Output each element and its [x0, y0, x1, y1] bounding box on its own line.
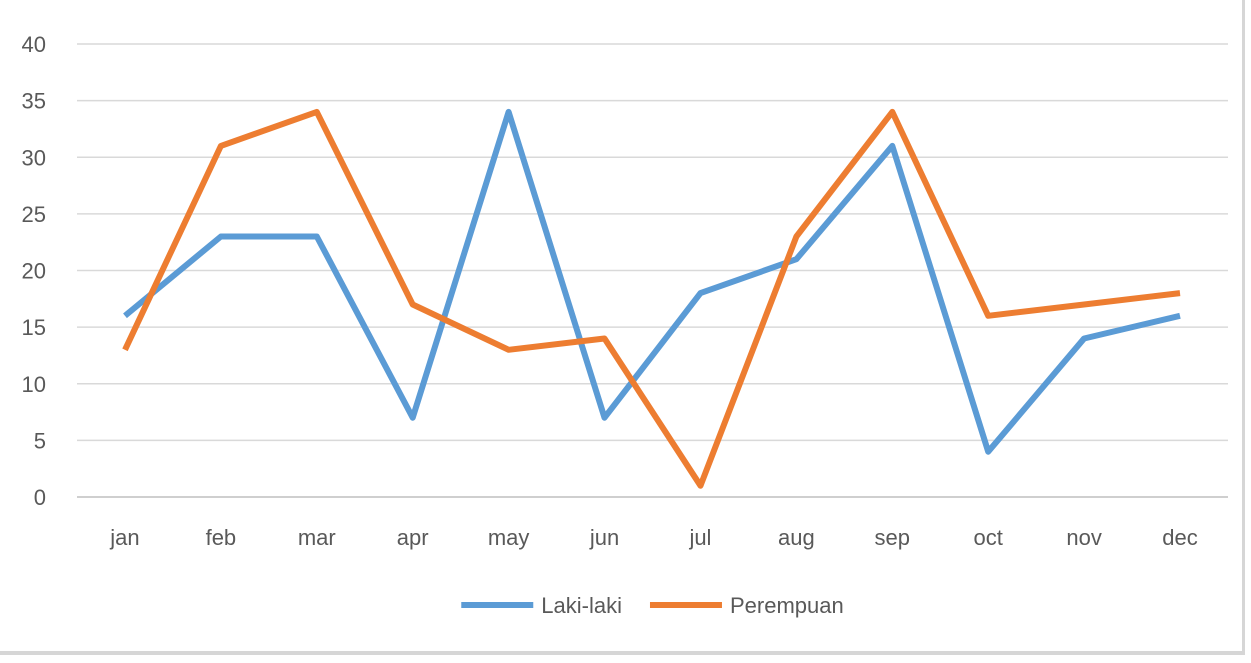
x-tick-label: mar — [298, 525, 336, 550]
x-axis-ticks: jan feb mar apr may jun jul aug sep oct nov dec — [109, 525, 1198, 550]
x-tick-label: jul — [688, 525, 711, 550]
y-tick-label: 30 — [22, 145, 46, 170]
x-tick-label: jun — [589, 525, 619, 550]
legend-label: Perempuan — [730, 593, 844, 618]
y-tick-label: 20 — [22, 259, 46, 284]
y-tick-label: 5 — [34, 428, 46, 453]
x-tick-label: sep — [875, 525, 910, 550]
legend: Laki-laki Perempuan — [461, 593, 844, 618]
y-tick-label: 25 — [22, 202, 46, 227]
y-tick-label: 35 — [22, 89, 46, 114]
y-tick-label: 10 — [22, 372, 46, 397]
legend-label: Laki-laki — [541, 593, 622, 618]
y-tick-label: 40 — [22, 32, 46, 57]
x-tick-label: oct — [974, 525, 1003, 550]
grid-lines — [77, 43, 1228, 498]
legend-item: Perempuan — [649, 593, 844, 618]
x-tick-label: feb — [206, 525, 237, 550]
x-tick-label: may — [488, 525, 530, 550]
y-axis-ticks: 0 5 10 15 20 25 30 35 40 — [22, 32, 46, 510]
series-line-perempuan — [122, 108, 1181, 489]
series-lines — [122, 108, 1181, 489]
x-tick-label: aug — [778, 525, 815, 550]
legend-item: Laki-laki — [461, 593, 622, 618]
x-tick-label: jan — [109, 525, 139, 550]
y-tick-label: 15 — [22, 315, 46, 340]
x-tick-label: nov — [1066, 525, 1101, 550]
y-tick-label: 0 — [34, 485, 46, 510]
series-line-laki-laki — [123, 108, 1181, 455]
x-tick-label: dec — [1162, 525, 1197, 550]
x-tick-label: apr — [397, 525, 429, 550]
